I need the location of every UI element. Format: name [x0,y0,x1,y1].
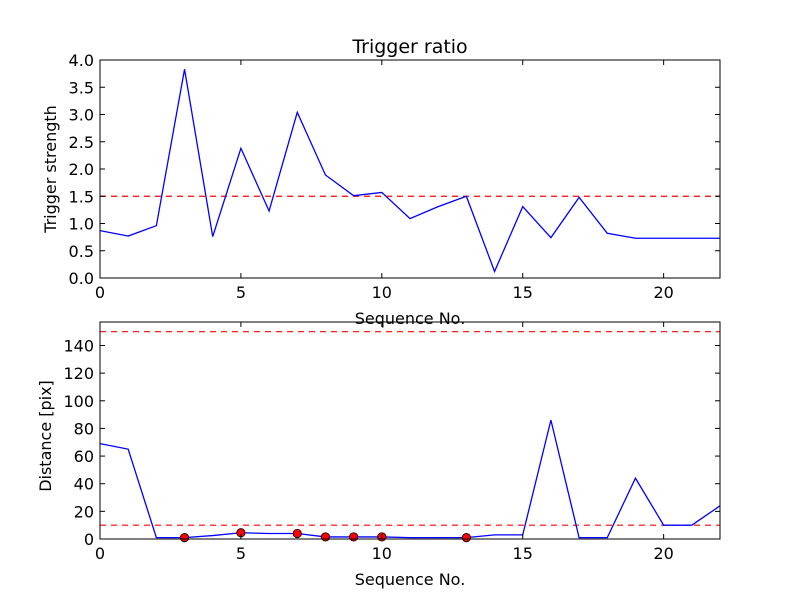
y-tick-label: 3.5 [69,78,94,97]
x-tick-label: 15 [513,283,533,302]
y-axis-label: Trigger strength [41,105,60,234]
distance-plot: Sequence No. Distance [pix] 0 5 10 15 20 0 20 4… [36,321,721,589]
y-tick-label: 0.0 [69,269,94,288]
y-tick-label: 100 [63,392,94,411]
x-tick-label: 0 [95,283,105,302]
x-tick-label: 0 [95,544,105,563]
x-tick-label: 5 [236,544,246,563]
plot-title: Trigger ratio [351,36,467,58]
y-tick-label: 1.0 [69,215,94,234]
plot-frame [99,321,721,540]
data-point-marker [292,528,302,539]
y-tick-label: 140 [63,336,94,355]
y-tick-label: 60 [74,447,94,466]
y-axis-label: Distance [pix] [36,380,55,492]
data-point-marker [320,532,331,542]
y-tick-label: 2.0 [69,160,94,179]
data-point-marker [179,533,190,543]
trigger-ratio-plot: Trigger ratio Sequence No. Trigger stren… [41,36,721,328]
x-tick-label: 15 [513,544,533,563]
x-tick-label: 5 [236,283,246,302]
series-line [99,69,720,274]
y-tick-label: 3.0 [69,106,94,125]
x-tick-label: 10 [372,544,392,563]
x-axis-label: Sequence No. [355,570,466,589]
x-axis-label: Sequence No. [355,309,466,328]
y-tick-label: 80 [74,419,94,438]
data-point-marker [461,533,471,543]
y-tick-label: 4.0 [69,51,94,70]
x-tick-label: 20 [653,544,673,563]
y-tick-label: 1.5 [69,187,94,206]
y-tick-label: 0.5 [69,242,94,261]
x-tick-label: 10 [372,283,392,302]
y-tick-label: 2.5 [69,133,94,152]
data-point-marker [349,532,359,542]
y-tick-label: 20 [74,502,94,521]
y-tick-label: 40 [74,475,94,494]
y-tick-label: 120 [63,364,94,383]
series-line [99,419,721,539]
x-tick-label: 20 [653,283,673,302]
y-tick-label: 0 [84,530,94,549]
